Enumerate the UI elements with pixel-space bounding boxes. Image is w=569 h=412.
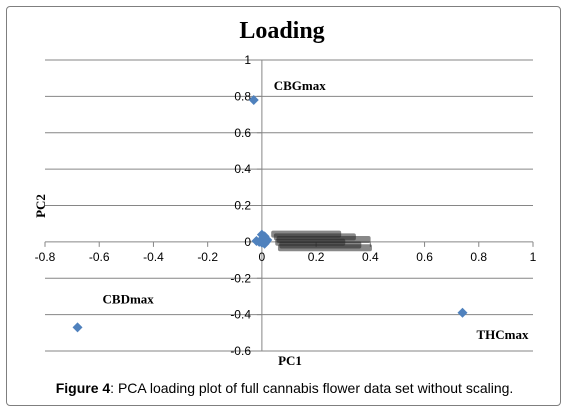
x-tick-label: 0.2 (308, 250, 325, 264)
data-point-thcmax (457, 307, 468, 318)
x-tick-label: -0.4 (143, 250, 164, 264)
chart-title: Loading (239, 18, 324, 44)
x-tick-label: -0.6 (89, 250, 110, 264)
y-axis-title: PC2 (33, 194, 48, 218)
data-points (72, 95, 468, 333)
y-tick-label: 1 (244, 53, 251, 67)
point-labels: CBGmax CBDmax THCmax (103, 78, 529, 342)
x-tick-label: 0 (259, 250, 266, 264)
point-label: CBGmax (274, 78, 327, 93)
caption-text: : PCA loading plot of full cannabis flow… (110, 380, 514, 396)
y-tick-label: 0 (244, 235, 251, 249)
y-tick-labels: -0.6 -0.4 -0.2 0 0.2 0.4 0.6 0.8 1 (230, 53, 251, 358)
x-tick-labels: -0.8 -0.6 -0.4 -0.2 0 0.2 0.4 0.6 0.8 1 (35, 250, 537, 264)
data-point (260, 236, 271, 247)
y-tick-label: -0.4 (230, 308, 251, 322)
x-tick-label: 1 (530, 250, 537, 264)
x-axis-title: PC1 (278, 353, 302, 368)
data-point-cbgmax (248, 95, 259, 106)
y-tick-label: 0.4 (234, 162, 251, 176)
y-tick-label: -0.2 (230, 271, 251, 285)
y-tick-label: 0.6 (234, 126, 251, 140)
x-tick-label: -0.2 (197, 250, 218, 264)
x-tick-label: 0.8 (470, 250, 487, 264)
y-tick-label: 0.8 (234, 89, 251, 103)
figure-number: Figure 4 (55, 380, 111, 396)
point-label: CBDmax (103, 291, 155, 306)
point-label: THCmax (477, 327, 530, 342)
overlapping-label-smudge (277, 244, 372, 252)
x-tick-label: 0.4 (362, 250, 379, 264)
grid-lines (45, 59, 533, 352)
figure-caption: Figure 4: PCA loading plot of full canna… (0, 380, 569, 396)
data-point-cbdmax (72, 322, 83, 333)
y-tick-label: -0.6 (230, 344, 251, 358)
y-tick-label: 0.2 (234, 199, 251, 213)
overlapping-variable-labels (271, 230, 372, 252)
x-tick-label: -0.8 (35, 250, 56, 264)
x-tick-label: 0.6 (416, 250, 433, 264)
